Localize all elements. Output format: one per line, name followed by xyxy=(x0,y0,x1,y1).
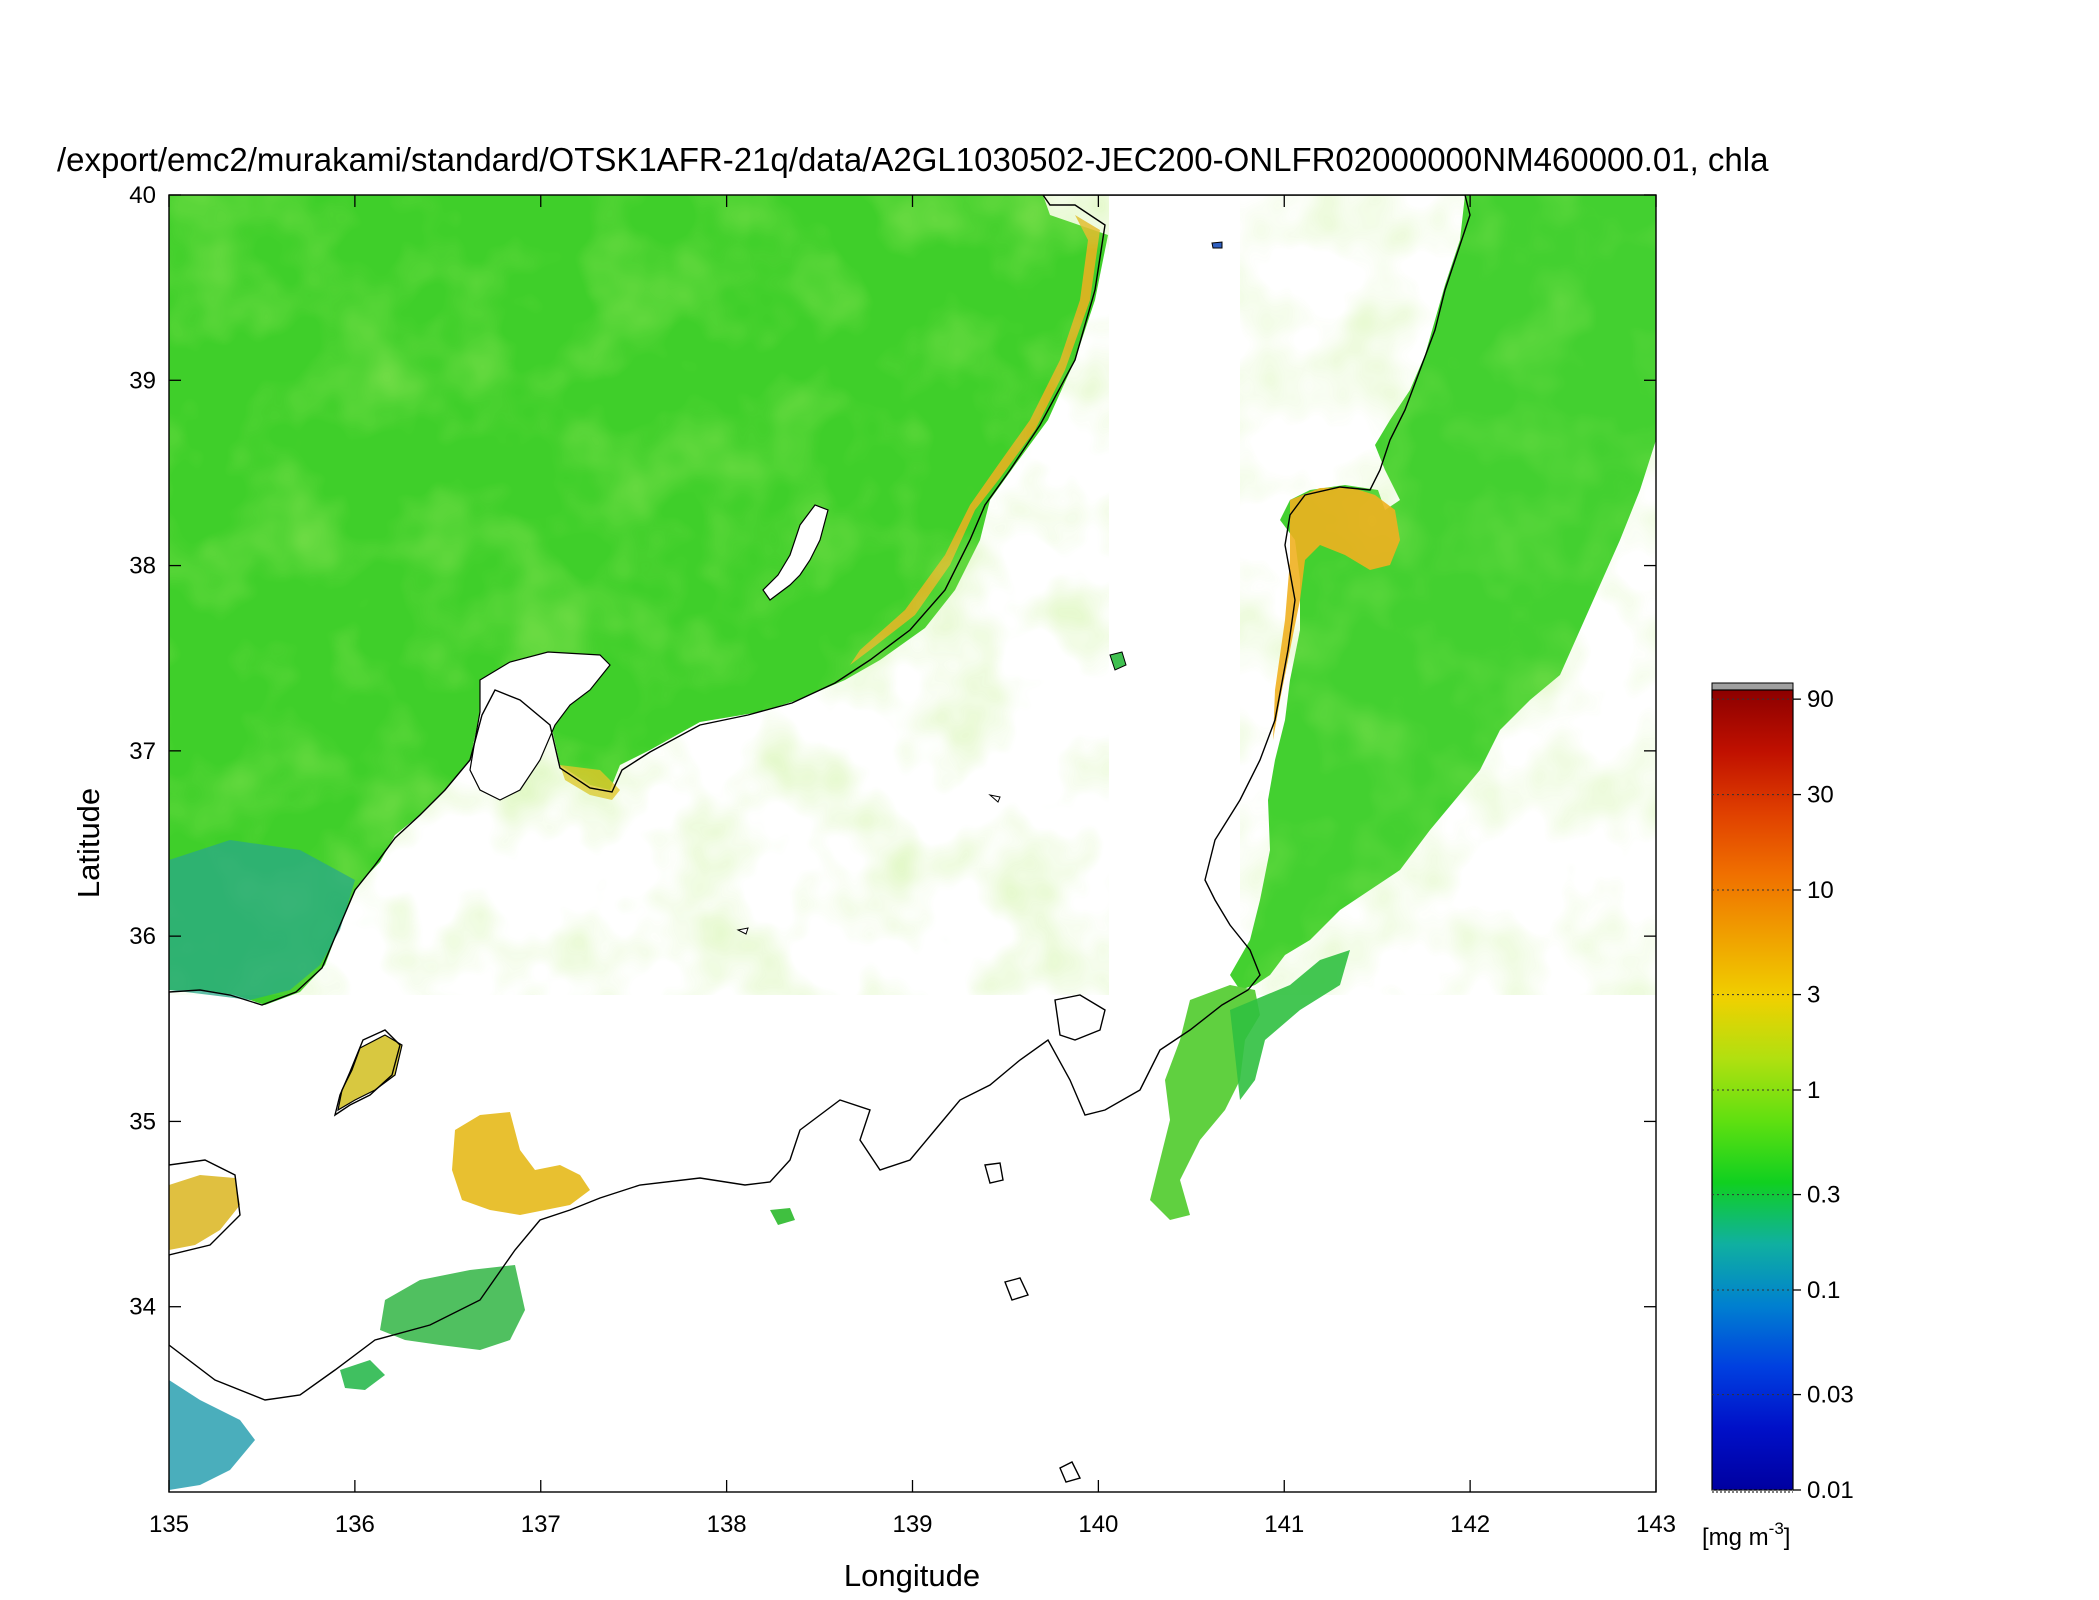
colorbar-tick-label: 0.03 xyxy=(1807,1382,1854,1409)
longitude-ticks: 135 136 137 138 139 140 141 142 143 xyxy=(149,195,1676,1538)
small-patch-1 xyxy=(340,1360,385,1390)
chlorophyll-texture xyxy=(169,195,1109,995)
colorbar-unit-sup: -3 xyxy=(1769,1519,1784,1538)
izu-peninsula xyxy=(1054,994,1106,1041)
lon-tick-label: 138 xyxy=(707,1511,747,1538)
kanto-coastal-patch xyxy=(1150,985,1260,1220)
colorbar-unit: [mg m-3] xyxy=(1702,1519,1790,1551)
lon-tick-label: 142 xyxy=(1450,1511,1490,1538)
lat-tick-label: 36 xyxy=(129,923,156,950)
sado-island xyxy=(762,504,829,601)
colorbar-tick-label: 30 xyxy=(1807,782,1834,809)
sendai-bay-bloom xyxy=(1273,487,1400,740)
small-patch-2 xyxy=(770,1208,795,1225)
lon-tick-label: 143 xyxy=(1636,1511,1676,1538)
colorbar-tick-label: 0.1 xyxy=(1807,1277,1840,1304)
lat-tick-label: 38 xyxy=(129,553,156,580)
pacific-texture xyxy=(1240,195,1656,995)
x-axis-label: Longitude xyxy=(844,1558,980,1593)
colorbar: 90 30 10 3 1 0.3 0.1 0.03 0.01 [mg m-3] xyxy=(1702,682,1854,1551)
colorbar-tick-label: 1 xyxy=(1807,1077,1820,1104)
oki-island xyxy=(1109,651,1127,671)
colorbar-unit-close: ] xyxy=(1784,1524,1791,1551)
izu-island-2 xyxy=(1059,1461,1082,1483)
kanto-offshore-patch xyxy=(1230,950,1350,1100)
lat-tick-label: 35 xyxy=(129,1108,156,1135)
colorbar-tick-label: 10 xyxy=(1807,877,1834,904)
colorbar-tick-label: 3 xyxy=(1807,982,1820,1009)
lon-tick-label: 136 xyxy=(335,1511,375,1538)
small-islet-2 xyxy=(736,927,749,935)
lon-tick-label: 137 xyxy=(521,1511,561,1538)
map-plot-area xyxy=(169,195,1656,1492)
map-title: /export/emc2/murakami/standard/OTSK1AFR-… xyxy=(57,141,1769,178)
low-chlorophyll-patch xyxy=(169,840,355,1000)
honshu-land xyxy=(169,195,1471,1401)
awaji-island xyxy=(333,1029,401,1117)
izu-island-1 xyxy=(1004,1277,1029,1301)
colorbar-unit-main: [mg m xyxy=(1702,1524,1769,1551)
lat-tick-label: 37 xyxy=(129,738,156,765)
lat-tick-label: 34 xyxy=(129,1294,156,1321)
lon-tick-label: 139 xyxy=(892,1511,932,1538)
lon-tick-label: 140 xyxy=(1078,1511,1118,1538)
colorbar-ticks: 90 30 10 3 1 0.3 0.1 0.03 0.01 xyxy=(1712,686,1854,1504)
colorbar-over-color xyxy=(1711,682,1794,691)
lat-tick-label: 40 xyxy=(129,182,156,209)
latitude-ticks: 34 35 36 37 38 39 40 xyxy=(129,182,1656,1321)
noto-peninsula xyxy=(469,651,611,801)
colorbar-tick-label: 90 xyxy=(1807,686,1834,713)
y-axis-label: Latitude xyxy=(71,788,106,898)
small-islet xyxy=(988,794,1001,803)
colorbar-tick-label: 0.01 xyxy=(1807,1477,1854,1504)
lon-tick-label: 141 xyxy=(1264,1511,1304,1538)
lon-tick-label: 135 xyxy=(149,1511,189,1538)
tobishima-island xyxy=(1211,241,1223,249)
colorbar-tick-label: 0.3 xyxy=(1807,1182,1840,1209)
oshima-island xyxy=(984,1162,1004,1184)
lat-tick-label: 39 xyxy=(129,367,156,394)
osaka-bay-patch xyxy=(169,1175,240,1250)
shikoku-south-patch xyxy=(169,1380,255,1490)
ise-bay-bloom xyxy=(452,1112,590,1215)
